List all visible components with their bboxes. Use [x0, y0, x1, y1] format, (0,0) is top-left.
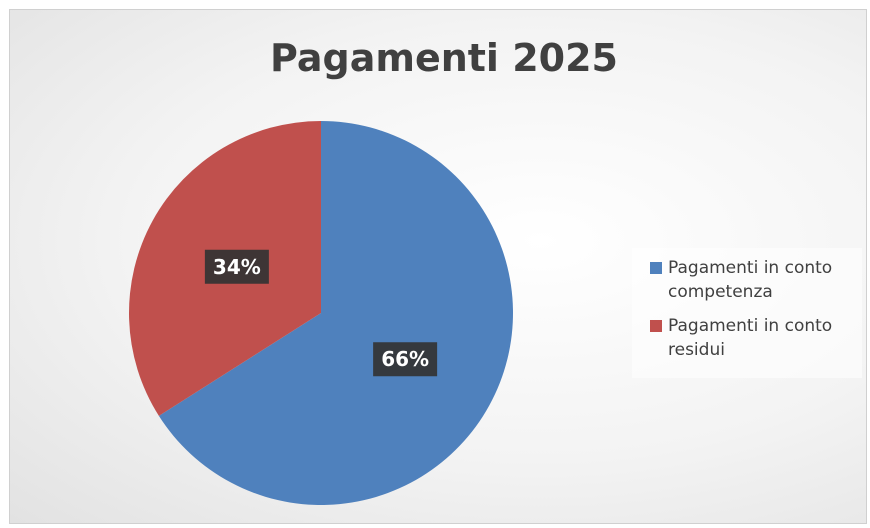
data-label: 34%	[213, 255, 261, 279]
data-label-box	[373, 342, 438, 377]
pie-slice	[158, 121, 513, 506]
data-label: 66%	[381, 347, 429, 371]
data-label-box	[204, 249, 269, 284]
legend-item: Pagamenti in conto competenza	[632, 256, 862, 304]
legend-item: Pagamenti in conto residui	[632, 314, 862, 362]
legend-swatch	[650, 320, 662, 332]
chart-title: Pagamenti 2025	[270, 36, 618, 80]
legend-label: Pagamenti in conto competenza	[668, 258, 833, 302]
legend-label: Pagamenti in conto residui	[668, 316, 833, 360]
legend: Pagamenti in conto competenza Pagamenti i…	[632, 248, 862, 378]
legend-swatch	[650, 262, 662, 274]
